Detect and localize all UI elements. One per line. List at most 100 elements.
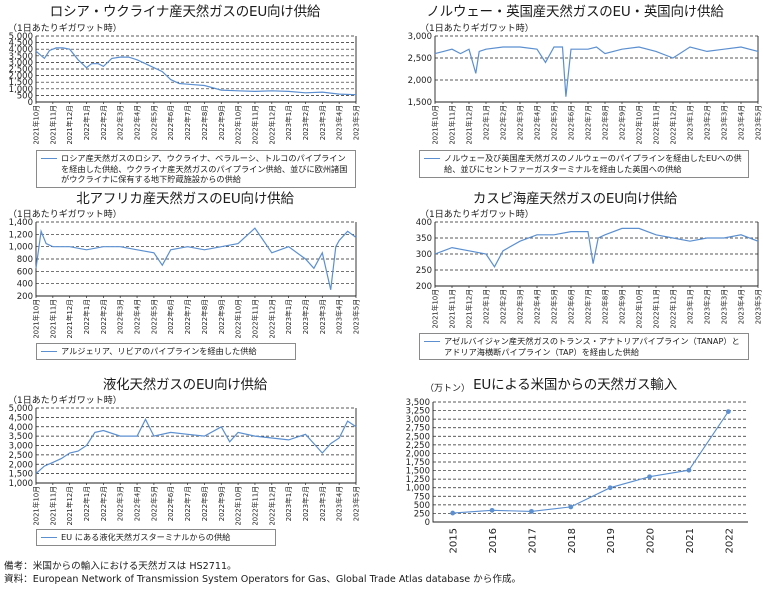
y-tick-label: 1,750 (406, 458, 430, 468)
y-tick-label: 400 (17, 280, 33, 290)
x-tick-label: 2023年1月 (284, 486, 293, 521)
x-tick-label: 2022年5月 (550, 289, 559, 324)
y-tick-label: 0 (425, 518, 430, 528)
x-tick-label: 2022年4月 (533, 289, 542, 324)
y-tick-label: 1,400 (9, 218, 33, 228)
x-tick-label: 2022年9月 (217, 299, 226, 334)
x-tick-label: 2021年10月 (32, 105, 41, 145)
x-tick-label: 2022年10月 (234, 299, 243, 339)
x-tick-label: 2022年12月 (669, 105, 678, 145)
x-tick-label: 2021 (685, 528, 696, 553)
x-tick-label: 2021年12月 (465, 105, 474, 145)
y-axis-unit-label: （1日あたりギガワット時） (8, 24, 122, 34)
x-tick-label: 2022年2月 (99, 105, 108, 140)
chart-title: 北アフリカ産天然ガスのEU向け供給 (76, 191, 294, 207)
y-tick-label: 1,000 (406, 484, 430, 494)
x-tick-label: 2015 (449, 528, 460, 553)
x-tick-label: 2021年11月 (448, 289, 457, 329)
legend: アルジェリア、リビアのパイプラインを経由した供給 (36, 343, 296, 360)
x-tick-label: 2023年2月 (301, 105, 310, 140)
y-axis-unit-label: （万トン） (425, 384, 471, 394)
y-tick-label: 2,000 (408, 76, 432, 86)
x-tick-label: 2023年5月 (754, 105, 763, 140)
chart-title: EUによる米国からの天然ガス輸入 (473, 377, 677, 393)
data-point (607, 485, 613, 491)
x-tick-label: 2023年2月 (301, 486, 310, 521)
x-tick-label: 2022年2月 (499, 289, 508, 324)
x-tick-label: 2023年5月 (352, 486, 361, 521)
x-tick-label: 2022年5月 (149, 105, 158, 140)
x-tick-label: 2023年5月 (352, 299, 361, 334)
x-tick-label: 2021年10月 (431, 105, 440, 145)
x-tick-label: 2023年1月 (284, 105, 293, 140)
y-tick-label: 3,000 (406, 415, 430, 425)
y-tick-label: 1,500 (9, 78, 33, 88)
x-tick-label: 2023年2月 (301, 299, 310, 334)
x-tick-label: 2023年1月 (686, 105, 695, 140)
x-tick-label: 2021年12月 (65, 486, 74, 526)
y-tick-label: 200 (416, 282, 432, 292)
x-tick-label: 2022年8月 (200, 486, 209, 521)
notes: 備考：米国からの輸入における天然ガスは HS2711。 資料：European … (4, 560, 521, 586)
x-tick-label: 2022年10月 (635, 289, 644, 329)
y-tick-label: 4,000 (9, 45, 33, 55)
y-tick-label: 250 (416, 266, 432, 276)
y-tick-label: 3,500 (406, 398, 430, 408)
y-axis-unit-label: （1日あたりギガワット時） (8, 396, 122, 406)
x-tick-label: 2022年5月 (149, 486, 158, 521)
x-tick-label: 2022年8月 (601, 289, 610, 324)
y-tick-label: 2,000 (9, 72, 33, 82)
x-tick-label: 2023年3月 (720, 289, 729, 324)
x-tick-label: 2022年9月 (618, 105, 627, 140)
y-tick-label: 250 (414, 509, 430, 519)
x-tick-label: 2023年3月 (318, 486, 327, 521)
x-tick-label: 2016 (488, 528, 499, 553)
x-tick-label: 2021年11月 (48, 299, 57, 339)
x-tick-label: 2021年10月 (32, 486, 41, 526)
x-tick-label: 2023年4月 (335, 486, 344, 521)
x-tick-label: 2022年4月 (133, 299, 142, 334)
x-tick-label: 2022年12月 (267, 105, 276, 145)
y-tick-label: 3,500 (9, 52, 33, 62)
data-point (647, 474, 652, 480)
x-tick-label: 2022年1月 (82, 486, 91, 521)
note-source: 資料：European Network of Transmission Syst… (4, 574, 522, 585)
y-tick-label: 4,500 (9, 39, 33, 49)
legend-swatch (41, 351, 57, 352)
y-tick-label: 500 (414, 501, 430, 511)
x-tick-label: 2022年1月 (82, 299, 91, 334)
x-tick-label: 2022年8月 (200, 299, 209, 334)
legend-entry: アゼルバイジャン産天然ガスのトランス・アナトリアパイプライン（TANAP）とアド… (444, 336, 740, 357)
y-tick-label: 2,000 (9, 460, 33, 470)
y-tick-label: 1,250 (406, 475, 430, 485)
x-tick-label: 2023年4月 (737, 289, 746, 324)
y-tick-label: 1,000 (9, 85, 33, 95)
series-line (452, 411, 729, 514)
y-tick-label: 500 (17, 91, 33, 101)
series-line (434, 227, 759, 268)
data-point (725, 409, 731, 414)
y-tick-label: 3,000 (9, 58, 33, 68)
x-tick-label: 2021年11月 (48, 105, 57, 145)
data-point (686, 467, 692, 473)
legend-entry: ロシア産天然ガスのロシア、ウクライナ、ベラルーシ、トルコのパイプラインを経由した… (61, 153, 348, 184)
chart-title: 液化天然ガスのEU向け供給 (102, 377, 268, 393)
legend: アゼルバイジャン産天然ガスのトランス・アナトリアパイプライン（TANAP）とアド… (419, 333, 749, 360)
x-tick-label: 2021年12月 (65, 105, 74, 145)
x-tick-label: 2022年6月 (166, 299, 175, 334)
y-tick-label: 2,500 (9, 451, 33, 461)
x-tick-label: 2022年5月 (149, 299, 158, 334)
x-tick-label: 2021年10月 (32, 299, 41, 339)
y-tick-label: 1,500 (9, 470, 33, 480)
x-tick-label: 2022年6月 (567, 289, 576, 324)
y-tick-label: 0 (28, 98, 33, 108)
y-tick-label: 200 (17, 292, 33, 302)
x-tick-label: 2022年12月 (669, 289, 678, 329)
x-tick-label: 2022年7月 (183, 299, 192, 334)
y-tick-label: 2,500 (408, 54, 432, 64)
x-tick-label: 2022年6月 (166, 486, 175, 521)
